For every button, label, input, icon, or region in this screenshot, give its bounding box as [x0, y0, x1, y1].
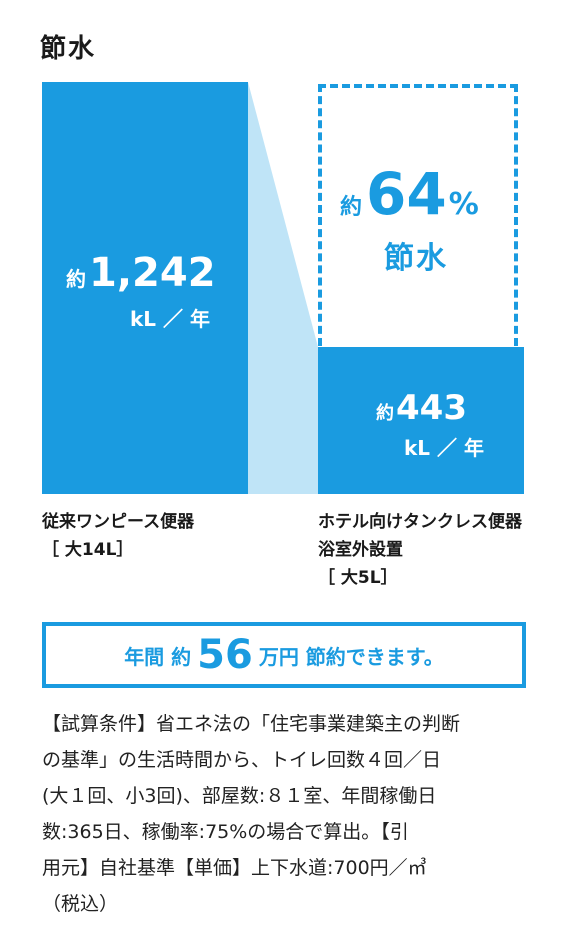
right-value-prefix: 約 — [376, 403, 394, 424]
note-line: (大１回、小3回)、部屋数:８１室、年間稼働日 — [42, 785, 437, 807]
left-bar-value: 約1,242 — [66, 250, 216, 296]
section-title: 節水 — [40, 34, 97, 64]
right-caption-line2: 浴室外設置 — [318, 540, 403, 560]
right-caption: ホテル向けタンクレス便器 浴室外設置 ［ 大5L］ — [318, 508, 522, 592]
note-line: の基準」の生活時間から、トイレ回数４回／日 — [42, 749, 442, 771]
savings-number: 64 — [366, 160, 447, 228]
note-line: 数:365日、稼働率:75%の場合で算出。【引 — [42, 821, 409, 843]
left-caption: 従来ワンピース便器 ［ 大14L］ — [42, 508, 194, 564]
right-bar-unit: kL ／ 年 — [404, 436, 484, 460]
left-caption-line1: 従来ワンピース便器 — [42, 512, 195, 532]
note-line: 【試算条件】省エネ法の「住宅事業建築主の判断 — [42, 713, 461, 735]
note-line: 用元】自社基準【単価】上下水道:700円／㎥ — [42, 857, 427, 879]
banner-part2: 万円 節約できます。 — [258, 644, 444, 669]
left-bar-unit: kL ／ 年 — [130, 307, 210, 331]
savings-percent: 約64% — [340, 160, 479, 228]
savings-label: 節水 — [384, 241, 448, 276]
annual-savings-banner: 年間 約 56 万円 節約できます。 — [42, 622, 526, 688]
left-value-prefix: 約 — [66, 267, 86, 291]
savings-prefix: 約 — [340, 195, 363, 220]
comparison-connector — [248, 82, 318, 494]
tankless-toilet-bar — [318, 347, 524, 494]
banner-part1: 年間 約 — [124, 644, 192, 669]
right-caption-line1: ホテル向けタンクレス便器 — [318, 512, 522, 532]
savings-percent-sign: % — [448, 187, 479, 222]
right-caption-line3: ［ 大5L］ — [318, 568, 398, 588]
banner-amount: 56 — [197, 632, 253, 678]
conventional-toilet-bar — [42, 82, 248, 494]
right-value-number: 443 — [396, 388, 467, 428]
right-bar-value: 約443 — [376, 388, 467, 428]
note-line: （税込） — [42, 893, 119, 915]
left-caption-line2: ［ 大14L］ — [42, 540, 134, 560]
calculation-notes: 【試算条件】省エネ法の「住宅事業建築主の判断 の基準」の生活時間から、トイレ回数… — [42, 706, 532, 922]
water-saved-region — [318, 84, 518, 346]
left-value-number: 1,242 — [89, 250, 216, 296]
